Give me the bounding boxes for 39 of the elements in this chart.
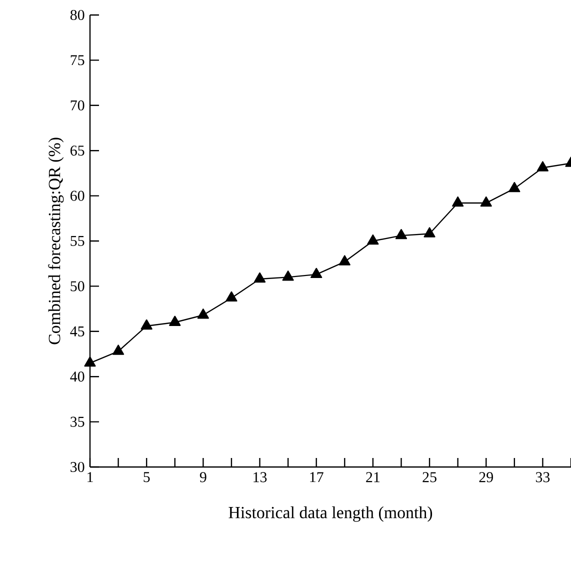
point <box>508 182 520 192</box>
point <box>367 234 379 245</box>
y-tick-label: 65 <box>70 146 84 156</box>
point <box>254 272 266 283</box>
point <box>169 316 181 326</box>
point <box>480 196 492 207</box>
point <box>395 228 408 240</box>
y-axis-title: Combined forecasting:QR (%) <box>48 138 64 344</box>
y-tick-label: 70 <box>70 100 84 110</box>
point <box>424 227 436 238</box>
x-tick-label: 1 <box>88 472 93 482</box>
y-tick-label: 50 <box>70 281 84 292</box>
point <box>197 308 209 319</box>
point <box>282 270 294 281</box>
y-tick-label: 35 <box>70 416 84 427</box>
x-tick-label: 9 <box>200 472 206 482</box>
point <box>310 268 322 278</box>
point <box>452 196 464 207</box>
x-tick-label: 21 <box>366 472 380 482</box>
y-tick-label: 55 <box>70 236 84 246</box>
x-tick-label: 5 <box>144 472 150 482</box>
point <box>536 161 549 172</box>
y-tick-label: 60 <box>70 190 84 201</box>
point <box>338 255 350 266</box>
point <box>140 319 152 330</box>
y-tick-label: 45 <box>70 326 84 336</box>
point <box>226 291 238 302</box>
y-tick-label: 40 <box>70 372 84 382</box>
y-tick-label: 30 <box>70 462 84 472</box>
x-axis-title: Historical data length (month) <box>228 506 432 522</box>
x-tick-label: 29 <box>479 472 493 482</box>
x-tick-label: 25 <box>422 472 436 482</box>
x-tick-label: 17 <box>310 472 324 482</box>
x-tick-label: 13 <box>254 472 267 482</box>
y-tick-label: 80 <box>70 10 84 20</box>
y-tick-label: 75 <box>70 55 84 66</box>
x-tick-label: 33 <box>536 472 550 482</box>
point <box>112 344 124 355</box>
point <box>84 356 96 367</box>
